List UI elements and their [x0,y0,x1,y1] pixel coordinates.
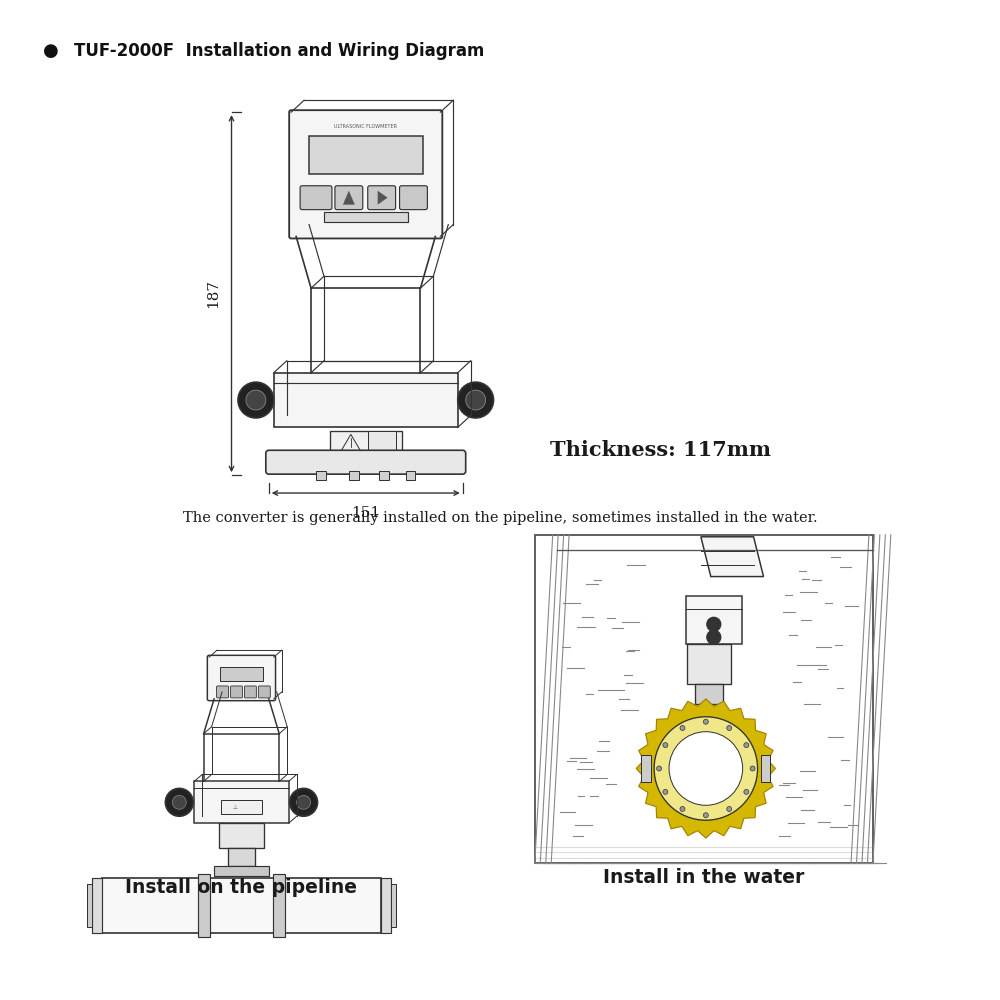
Circle shape [669,732,743,805]
Circle shape [663,743,668,748]
FancyBboxPatch shape [266,450,466,474]
Bar [316,471,326,480]
Circle shape [750,766,755,771]
Circle shape [657,766,662,771]
Circle shape [246,390,266,410]
Polygon shape [636,699,775,838]
FancyBboxPatch shape [300,186,332,210]
Bar [687,644,731,684]
Text: ●: ● [43,42,58,60]
Circle shape [663,789,668,794]
Polygon shape [343,191,355,205]
Text: Install on the pipeline: Install on the pipeline [125,878,357,897]
Bar [273,874,285,937]
Bar [198,874,210,937]
Bar [761,755,770,782]
Circle shape [680,726,685,731]
Circle shape [680,806,685,811]
Bar [274,373,458,427]
Bar [228,848,255,866]
Bar [92,878,102,933]
Bar [221,800,262,814]
FancyBboxPatch shape [289,110,442,238]
Bar [214,866,269,876]
Bar [87,884,92,927]
Circle shape [165,788,193,816]
Text: 151: 151 [351,506,380,520]
FancyBboxPatch shape [368,186,396,210]
Circle shape [727,806,732,811]
Bar [194,781,289,823]
Circle shape [290,788,318,816]
Circle shape [238,382,274,418]
Bar [381,878,391,933]
Bar [324,212,408,222]
FancyBboxPatch shape [400,186,427,210]
Circle shape [297,795,311,809]
Circle shape [703,813,708,818]
Bar [535,535,873,863]
FancyBboxPatch shape [207,655,276,701]
Circle shape [703,719,708,724]
FancyBboxPatch shape [217,686,229,698]
Circle shape [458,382,494,418]
Polygon shape [378,191,388,205]
Circle shape [744,789,749,794]
Bar [391,884,396,927]
Text: ⚠: ⚠ [233,805,238,810]
Text: Install in the water: Install in the water [603,868,805,887]
Circle shape [727,726,732,731]
Text: Thickness: 117mm: Thickness: 117mm [550,440,771,460]
Circle shape [654,717,758,820]
Bar [219,823,264,848]
FancyBboxPatch shape [335,186,363,210]
FancyBboxPatch shape [244,686,256,698]
Circle shape [744,743,749,748]
Text: TUF-2000F  Installation and Wiring Diagram: TUF-2000F Installation and Wiring Diagra… [74,42,485,60]
Bar [406,471,415,480]
Text: 187: 187 [207,279,221,308]
Bar [330,431,402,453]
Bar [309,136,423,174]
Bar [379,471,389,480]
Bar [368,431,396,453]
Bar [349,471,359,480]
FancyBboxPatch shape [258,686,270,698]
Circle shape [707,617,721,631]
Text: The converter is generally installed on the pipeline, sometimes installed in the: The converter is generally installed on … [183,511,817,525]
Circle shape [172,795,186,809]
Circle shape [707,630,721,644]
Circle shape [466,390,486,410]
Bar [220,667,263,681]
Bar [641,755,651,782]
Polygon shape [701,537,764,577]
Bar [102,878,381,933]
Text: ULTRASONIC FLOWMETER: ULTRASONIC FLOWMETER [334,124,397,129]
Bar [695,684,723,704]
Bar [686,596,742,644]
FancyBboxPatch shape [231,686,242,698]
